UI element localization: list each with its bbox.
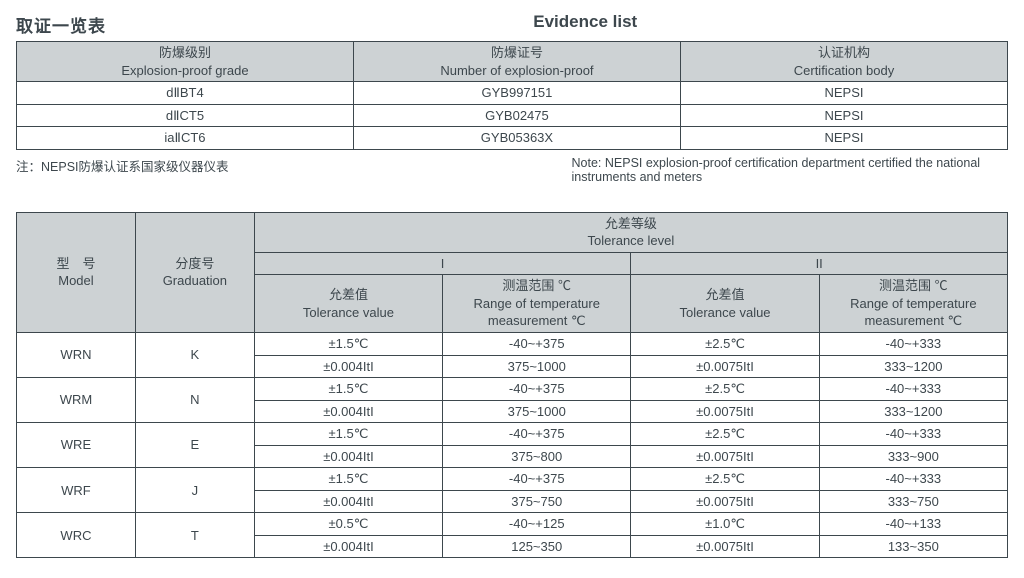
hdr-grade-en: Explosion-proof grade (121, 63, 248, 78)
notes-row: 注：NEPSI防爆认证系国家级仪器仪表 Note: NEPSI explosio… (16, 156, 1008, 184)
tolerance-table: 型 号 Model 分度号 Graduation 允差等级 Tolerance … (16, 212, 1008, 559)
cell-tv2: ±0.0075ItI (631, 445, 819, 468)
cell-rg1: -40~+125 (443, 513, 631, 536)
cell-rg1: -40~+375 (443, 333, 631, 356)
cell-tv2: ±2.5℃ (631, 333, 819, 356)
cell-rg1: 375~750 (443, 490, 631, 513)
cell-tv1: ±0.004ItI (254, 490, 442, 513)
cell-tv1: ±0.004ItI (254, 355, 442, 378)
hdr-tol-en: Tolerance level (588, 233, 675, 248)
cell-tv1: ±0.004ItI (254, 535, 442, 558)
cell-model: WRC (17, 513, 136, 558)
note-right: Note: NEPSI explosion-proof certificatio… (572, 156, 1008, 184)
cell-tv1: ±1.5℃ (254, 333, 442, 356)
cell-body: NEPSI (680, 82, 1007, 105)
cell-rg1: -40~+375 (443, 468, 631, 491)
cell-grad: K (135, 333, 254, 378)
cell-rg2: 333~750 (819, 490, 1007, 513)
hdr-num: 防爆证号 Number of explosion-proof (353, 42, 680, 82)
cell-tv2: ±2.5℃ (631, 423, 819, 446)
table-row: WREE±1.5℃-40~+375±2.5℃-40~+333 (17, 423, 1008, 446)
cell-rg2: -40~+333 (819, 333, 1007, 356)
cell-grade: iaⅡCT6 (17, 127, 354, 150)
cell-tv1: ±0.004ItI (254, 400, 442, 423)
table-row: iaⅡCT6GYB05363XNEPSI (17, 127, 1008, 150)
cell-tv2: ±0.0075ItI (631, 535, 819, 558)
cell-tv2: ±2.5℃ (631, 468, 819, 491)
cell-tv2: ±0.0075ItI (631, 490, 819, 513)
cell-num: GYB997151 (353, 82, 680, 105)
cell-rg1: 375~800 (443, 445, 631, 468)
table-row: dⅡCT5GYB02475NEPSI (17, 104, 1008, 127)
cell-tv2: ±0.0075ItI (631, 400, 819, 423)
hdr-grad: 分度号 Graduation (135, 212, 254, 332)
cell-tv1: ±0.004ItI (254, 445, 442, 468)
table-row: WRMN±1.5℃-40~+375±2.5℃-40~+333 (17, 378, 1008, 401)
hdr-rg1: 测温范围 ℃ Range of temperature measurement … (443, 275, 631, 333)
cell-grad: J (135, 468, 254, 513)
hdr-tv2: 允差值 Tolerance value (631, 275, 819, 333)
cell-model: WRN (17, 333, 136, 378)
cell-tv2: ±1.0℃ (631, 513, 819, 536)
hdr-tol-cn: 允差等级 (605, 216, 657, 231)
table-row: WRCT±0.5℃-40~+125±1.0℃-40~+133 (17, 513, 1008, 536)
cell-rg2: -40~+333 (819, 378, 1007, 401)
cell-tv1: ±1.5℃ (254, 378, 442, 401)
cell-rg2: -40~+133 (819, 513, 1007, 536)
cell-rg1: -40~+375 (443, 378, 631, 401)
cell-tv1: ±1.5℃ (254, 468, 442, 491)
cell-model: WRE (17, 423, 136, 468)
table-row: dⅡBT4GYB997151NEPSI (17, 82, 1008, 105)
cell-model: WRF (17, 468, 136, 513)
cell-tv2: ±2.5℃ (631, 378, 819, 401)
cell-body: NEPSI (680, 104, 1007, 127)
hdr-model-en: Model (58, 273, 93, 288)
hdr-rg2: 测温范围 ℃ Range of temperature measurement … (819, 275, 1007, 333)
title-cn: 取证一览表 (16, 12, 353, 37)
cell-rg1: 125~350 (443, 535, 631, 558)
table-row: WRNK±1.5℃-40~+375±2.5℃-40~+333 (17, 333, 1008, 356)
hdr-lvl2: II (631, 252, 1008, 275)
cell-num: GYB02475 (353, 104, 680, 127)
hdr-num-cn: 防爆证号 (491, 45, 543, 60)
cell-rg2: 133~350 (819, 535, 1007, 558)
hdr-model-cn: 型 号 (56, 256, 95, 271)
cell-grade: dⅡCT5 (17, 104, 354, 127)
title-row: 取证一览表 Evidence list (16, 12, 1008, 37)
cell-grade: dⅡBT4 (17, 82, 354, 105)
hdr-model: 型 号 Model (17, 212, 136, 332)
hdr-grade: 防爆级别 Explosion-proof grade (17, 42, 354, 82)
hdr-grade-cn: 防爆级别 (159, 45, 211, 60)
cell-rg1: 375~1000 (443, 400, 631, 423)
hdr-num-en: Number of explosion-proof (440, 63, 593, 78)
evidence-table: 防爆级别 Explosion-proof grade 防爆证号 Number o… (16, 41, 1008, 150)
cell-tv1: ±1.5℃ (254, 423, 442, 446)
title-en: Evidence list (353, 12, 1008, 37)
cell-body: NEPSI (680, 127, 1007, 150)
hdr-body-cn: 认证机构 (818, 45, 870, 60)
cell-tv1: ±0.5℃ (254, 513, 442, 536)
hdr-tol: 允差等级 Tolerance level (254, 212, 1007, 252)
hdr-body: 认证机构 Certification body (680, 42, 1007, 82)
cell-rg2: -40~+333 (819, 423, 1007, 446)
cell-tv2: ±0.0075ItI (631, 355, 819, 378)
hdr-tv1: 允差值 Tolerance value (254, 275, 442, 333)
cell-rg2: 333~1200 (819, 400, 1007, 423)
cell-rg2: 333~1200 (819, 355, 1007, 378)
table-row: WRFJ±1.5℃-40~+375±2.5℃-40~+333 (17, 468, 1008, 491)
cell-rg2: -40~+333 (819, 468, 1007, 491)
hdr-grad-en: Graduation (163, 273, 227, 288)
hdr-grad-cn: 分度号 (175, 256, 214, 271)
cell-grad: N (135, 378, 254, 423)
note-left: 注：NEPSI防爆认证系国家级仪器仪表 (16, 156, 572, 184)
cell-rg2: 333~900 (819, 445, 1007, 468)
cell-rg1: -40~+375 (443, 423, 631, 446)
cell-model: WRM (17, 378, 136, 423)
cell-grad: E (135, 423, 254, 468)
cell-num: GYB05363X (353, 127, 680, 150)
cell-grad: T (135, 513, 254, 558)
hdr-body-en: Certification body (794, 63, 894, 78)
hdr-lvl1: I (254, 252, 631, 275)
cell-rg1: 375~1000 (443, 355, 631, 378)
